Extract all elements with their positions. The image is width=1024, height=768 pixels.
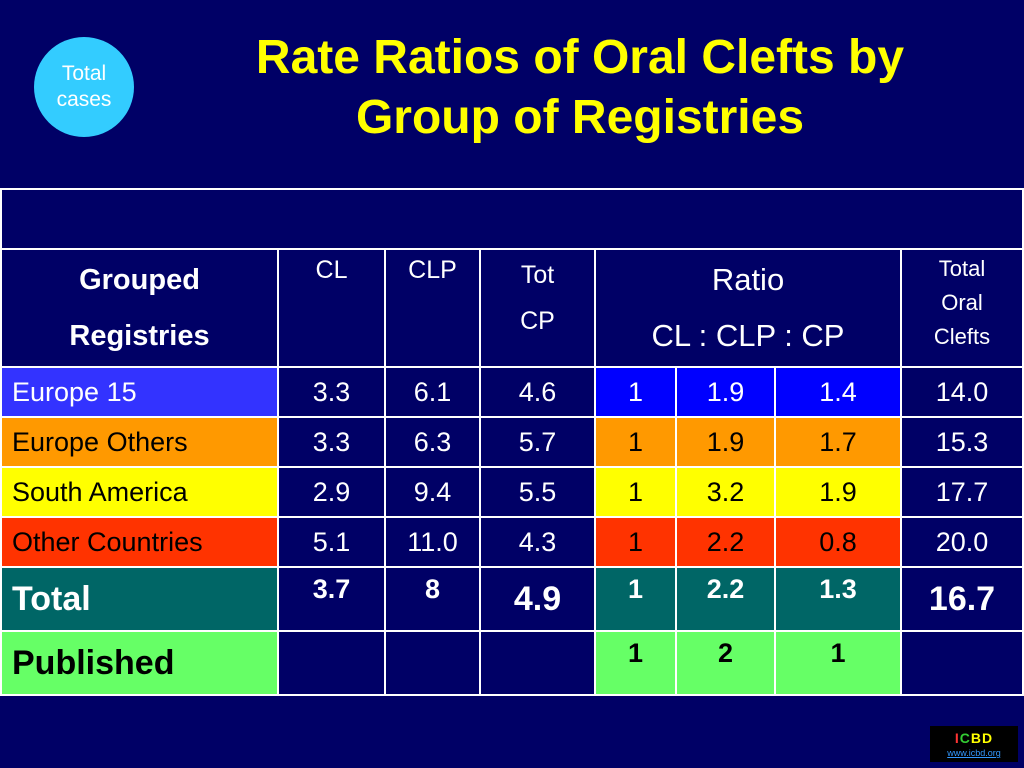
logo-letters-bd: BD (970, 730, 994, 746)
cell-total (900, 630, 1024, 696)
header-ratio-line2: CL : CLP : CP (651, 318, 845, 353)
cell-ratio-clp: 1.9 (675, 416, 776, 468)
cell-ratio-cl: 1 (594, 366, 677, 418)
header-tot-cp: Tot CP (479, 248, 596, 368)
total-cases-badge: Total cases (34, 37, 134, 137)
header-cl: CL (277, 248, 386, 368)
cell-cl: 2.9 (277, 466, 386, 518)
header-group-line1: Grouped (79, 264, 200, 296)
cell-ratio-cl: 1 (594, 416, 677, 468)
cell-total: 16.7 (900, 566, 1024, 632)
row-name: South America (0, 466, 279, 518)
cell-total: 17.7 (900, 466, 1024, 518)
header-total-line3: Clefts (933, 324, 991, 349)
row-name: Europe Others (0, 416, 279, 468)
cell-ratio-clp: 3.2 (675, 466, 776, 518)
cell-clp: 6.3 (384, 416, 481, 468)
table-row-total: Total 3.7 8 4.9 1 2.2 1.3 16.7 (0, 566, 1024, 632)
logo-letter-i: I (954, 730, 960, 746)
cell-cl: 3.3 (277, 416, 386, 468)
table-row-south-america: South America 2.9 9.4 5.5 1 3.2 1.9 17.7 (0, 466, 1024, 518)
table-row-published: Published 1 2 1 (0, 630, 1024, 696)
cell-cp: 5.5 (479, 466, 596, 518)
cell-ratio-cp: 1 (774, 630, 902, 696)
cell-cp: 4.9 (479, 566, 596, 632)
header-total-oral-clefts: Total Oral Clefts (900, 248, 1024, 368)
cell-cp (479, 630, 596, 696)
page-title: Rate Ratios of Oral Clefts by Group of R… (160, 28, 1000, 148)
header-totcp-line2: CP (520, 307, 555, 335)
cell-ratio-clp: 2.2 (675, 566, 776, 632)
cell-ratio-cp: 1.9 (774, 466, 902, 518)
header-ratio: Ratio CL : CLP : CP (594, 248, 902, 368)
cell-total: 15.3 (900, 416, 1024, 468)
cell-cp: 4.6 (479, 366, 596, 418)
cell-cl: 3.3 (277, 366, 386, 418)
cell-total: 14.0 (900, 366, 1024, 418)
header-group-line2: Registries (69, 320, 210, 352)
cell-ratio-cl: 1 (594, 630, 677, 696)
cell-ratio-cp: 0.8 (774, 516, 902, 568)
row-name: Published (0, 630, 279, 696)
row-name: Other Countries (0, 516, 279, 568)
logo-letter-c: C (959, 730, 971, 746)
cell-clp: 9.4 (384, 466, 481, 518)
cell-ratio-cl: 1 (594, 516, 677, 568)
cell-ratio-cp: 1.3 (774, 566, 902, 632)
badge-line1: Total (61, 62, 107, 85)
cell-clp: 11.0 (384, 516, 481, 568)
cell-cp: 4.3 (479, 516, 596, 568)
header-total-line2: Oral (941, 290, 983, 315)
title-line1: Rate Ratios of Oral Clefts by (255, 31, 905, 84)
table-row-europe-others: Europe Others 3.3 6.3 5.7 1 1.9 1.7 15.3 (0, 416, 1024, 468)
cell-ratio-clp: 1.9 (675, 366, 776, 418)
cell-ratio-cp: 1.4 (774, 366, 902, 418)
header-clp: CLP (384, 248, 481, 368)
header-grouped-registries: Grouped Registries (0, 248, 279, 368)
table-header-row: Grouped Registries CL CLP Tot CP Ratio C… (0, 248, 1024, 368)
icbd-url-link[interactable]: www.icbd.org (947, 748, 1001, 758)
title-line2: Group of Registries (355, 91, 805, 144)
badge-line2: cases (56, 88, 112, 111)
table-row-other-countries: Other Countries 5.1 11.0 4.3 1 2.2 0.8 2… (0, 516, 1024, 568)
cell-ratio-cl: 1 (594, 566, 677, 632)
cell-total: 20.0 (900, 516, 1024, 568)
cell-ratio-clp: 2.2 (675, 516, 776, 568)
header-totcp-line1: Tot (520, 261, 555, 289)
cell-clp (384, 630, 481, 696)
icbd-logo-mark: ICBD (930, 726, 1018, 747)
table-blank-row (0, 188, 1024, 250)
cell-ratio-cp: 1.7 (774, 416, 902, 468)
cell-cl: 5.1 (277, 516, 386, 568)
cell-cl (277, 630, 386, 696)
row-name: Europe 15 (0, 366, 279, 418)
header-ratio-line1: Ratio (711, 262, 785, 297)
cell-clp: 6.1 (384, 366, 481, 418)
blank-cell (0, 188, 1024, 250)
header-total-line1: Total (938, 256, 986, 281)
cell-clp: 8 (384, 566, 481, 632)
icbd-logo: ICBD www.icbd.org (930, 726, 1018, 762)
cell-cl: 3.7 (277, 566, 386, 632)
cell-ratio-cl: 1 (594, 466, 677, 518)
cell-ratio-clp: 2 (675, 630, 776, 696)
table-row-europe-15: Europe 15 3.3 6.1 4.6 1 1.9 1.4 14.0 (0, 366, 1024, 418)
cell-cp: 5.7 (479, 416, 596, 468)
row-name: Total (0, 566, 279, 632)
rate-ratios-table: Grouped Registries CL CLP Tot CP Ratio C… (0, 188, 1024, 696)
